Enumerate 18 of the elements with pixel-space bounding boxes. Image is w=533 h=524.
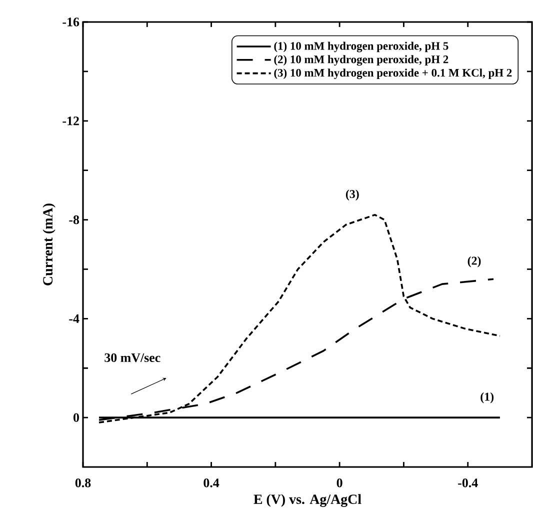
annotation: 30 mV/sec [104,353,160,362]
y-axis-title: Current (mA) [42,204,56,286]
legend-label: (2) 10 mM hydrogen peroxide, pH 2 [274,55,448,66]
annotation: (3) [346,190,359,200]
x-tick-label: -0.4 [458,478,478,488]
y-tick-label: -4 [69,314,80,323]
y-tick-label: -12 [62,116,79,126]
x-tick-label: 0.8 [75,478,91,488]
y-tick-label: -8 [69,215,80,224]
legend-label: (3) 10 mM hydrogen peroxide + 0.1 M KCl, pH 2 [274,68,512,80]
y-tick-label: 0 [74,413,79,422]
x-tick-label: 0.4 [204,478,220,488]
x-tick-label: 0 [336,478,342,488]
annotation: (2) [468,256,481,268]
legend-label: (1) 10 mM hydrogen peroxide, pH 5 [274,42,448,52]
x-axis-title: E (V) vs. Ag/AgCl [254,494,362,507]
annotation: (1) [480,392,494,404]
y-tick-label: -16 [62,18,80,26]
